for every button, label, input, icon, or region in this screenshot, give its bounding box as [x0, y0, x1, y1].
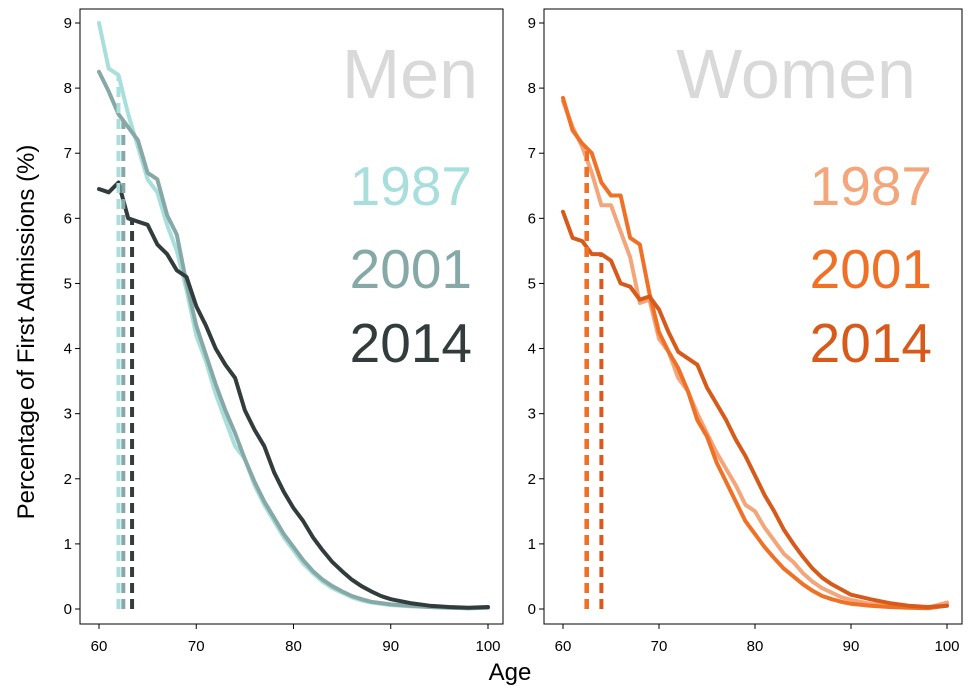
women-y-tick-label: 6: [528, 210, 536, 227]
women-x-tick-label: 100: [934, 638, 959, 655]
women-series-line-1987: [561, 99, 949, 610]
women-y-tick-label: 9: [528, 15, 536, 32]
men-y-tick-label: 5: [64, 275, 72, 292]
men-legend-2014: 2014: [350, 312, 472, 374]
men-y-tick-label: 1: [64, 536, 72, 553]
women-y-tick-label: 3: [528, 406, 536, 423]
women-panel-frame: [543, 8, 963, 625]
men-y-tick-label: 0: [64, 601, 72, 618]
x-axis-title: Age: [489, 659, 532, 686]
women-x-tick-label: 70: [651, 638, 668, 655]
men-y-tick-label: 8: [64, 80, 72, 97]
women-y-tick-label: 5: [528, 275, 536, 292]
women-series-line-2014: [561, 209, 949, 609]
men-y-tick-label: 7: [64, 145, 72, 162]
women-y-tick-label: 2: [528, 471, 536, 488]
men-series-line-2014: [97, 180, 490, 610]
women-panel-title: Women: [676, 35, 916, 113]
men-y-tick-label: 2: [64, 471, 72, 488]
men-x-tick-label: 80: [285, 638, 302, 655]
men-panel-title: Men: [342, 35, 478, 113]
women-x-tick-label: 90: [843, 638, 860, 655]
men-x-tick-label: 60: [91, 638, 108, 655]
men-y-tick-label: 3: [64, 406, 72, 423]
women-legend-2014: 2014: [810, 312, 932, 374]
men-series-line-2001: [97, 69, 490, 611]
men-y-tick-label: 4: [64, 341, 72, 358]
men-legend-1987: 1987: [350, 155, 472, 217]
women-y-tick-label: 4: [528, 341, 536, 358]
men-legend-2001: 2001: [350, 238, 472, 300]
y-axis-title: Percentage of First Admissions (%): [13, 145, 40, 520]
men-y-tick-label: 6: [64, 210, 72, 227]
women-y-tick-label: 8: [528, 80, 536, 97]
men-y-tick-label: 9: [64, 15, 72, 32]
men-panel-frame: [79, 8, 504, 625]
women-y-tick-label: 0: [528, 601, 536, 618]
women-series-line-2001: [561, 95, 949, 611]
women-x-tick-label: 60: [555, 638, 572, 655]
men-x-tick-label: 90: [382, 638, 399, 655]
women-legend-1987: 1987: [810, 155, 932, 217]
women-y-tick-label: 7: [528, 145, 536, 162]
women-x-tick-label: 80: [747, 638, 764, 655]
women-legend-2001: 2001: [810, 238, 932, 300]
men-x-tick-label: 70: [188, 638, 205, 655]
men-x-tick-label: 100: [475, 638, 500, 655]
women-y-tick-label: 1: [528, 536, 536, 553]
